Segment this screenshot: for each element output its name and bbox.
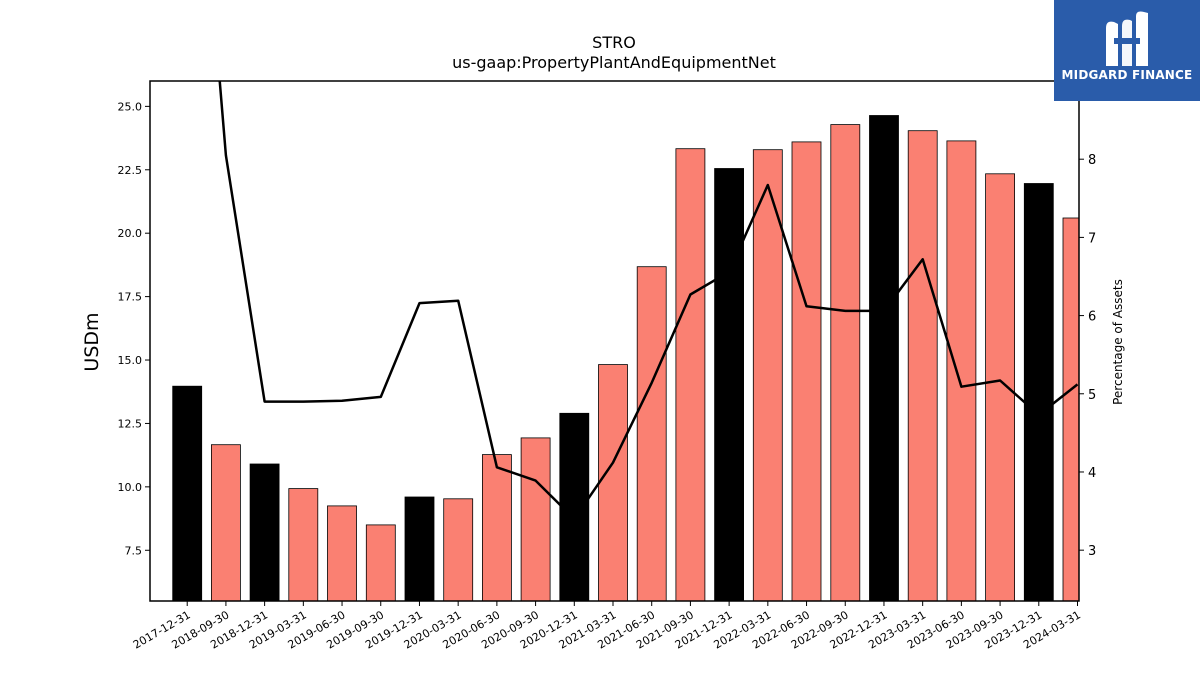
y-tick-label: 22.5 <box>118 164 143 177</box>
y2-tick-label: 5 <box>1088 388 1096 403</box>
bar-2022-09-30 <box>830 124 861 601</box>
bar-2021-06-30 <box>636 266 667 601</box>
bar-2022-12-31 <box>869 115 899 601</box>
chart-subtitle: us-gaap:PropertyPlantAndEquipmentNet <box>452 53 776 72</box>
chart-title: STRO <box>592 33 636 52</box>
y-tick-label: 25.0 <box>118 100 143 113</box>
bar-2020-09-30 <box>520 437 551 601</box>
y-tick-label: 15.0 <box>118 354 143 367</box>
bar-2022-03-31 <box>752 149 783 601</box>
percent-of-assets-line <box>218 81 1079 521</box>
y2-axis-label: Percentage of Assets <box>1111 279 1125 405</box>
y2-tick-label: 8 <box>1088 153 1096 168</box>
y2-tick-label: 6 <box>1088 310 1096 325</box>
bar-2019-09-30 <box>365 524 396 601</box>
y2-tick-label: 4 <box>1088 466 1096 481</box>
bar-2021-03-31 <box>598 364 628 601</box>
bar-2017-12-31 <box>172 385 203 601</box>
bar-2019-03-31 <box>288 488 319 601</box>
bar-2023-09-30 <box>985 173 1015 601</box>
y-axis-label: USDm <box>81 312 103 371</box>
bar-series <box>172 115 1079 601</box>
logo-text: MIDGARD FINANCE <box>1061 68 1193 82</box>
y-tick-label: 17.5 <box>118 291 143 304</box>
bar-2018-09-30 <box>210 444 241 601</box>
bar-2019-06-30 <box>327 505 357 601</box>
bar-2020-12-31 <box>559 412 590 601</box>
plot-frame <box>149 80 1080 602</box>
bar-2018-12-31 <box>249 463 280 601</box>
bar-2022-06-30 <box>791 141 822 601</box>
bar-2023-06-30 <box>946 140 977 601</box>
bar-2021-12-31 <box>714 168 744 601</box>
bar-2023-03-31 <box>907 130 938 601</box>
midgard-logo-icon <box>1106 11 1148 67</box>
y-tick-label: 20.0 <box>118 227 143 240</box>
bar-2020-06-30 <box>481 454 512 601</box>
y2-tick-label: 3 <box>1088 544 1096 559</box>
bar-2019-12-31 <box>404 496 435 601</box>
bar-2020-03-31 <box>443 498 474 601</box>
percent-line-series <box>218 81 1079 521</box>
bar-2024-03-31 <box>1062 217 1079 601</box>
bar-2021-09-30 <box>675 148 706 601</box>
y-tick-label: 7.5 <box>125 544 143 557</box>
y2-tick-label: 7 <box>1088 231 1096 246</box>
midgard-finance-logo: MIDGARD FINANCE <box>1054 0 1200 101</box>
y-tick-label: 12.5 <box>118 417 143 430</box>
y-tick-label: 10.0 <box>118 481 143 494</box>
bar-2023-12-31 <box>1023 183 1054 601</box>
